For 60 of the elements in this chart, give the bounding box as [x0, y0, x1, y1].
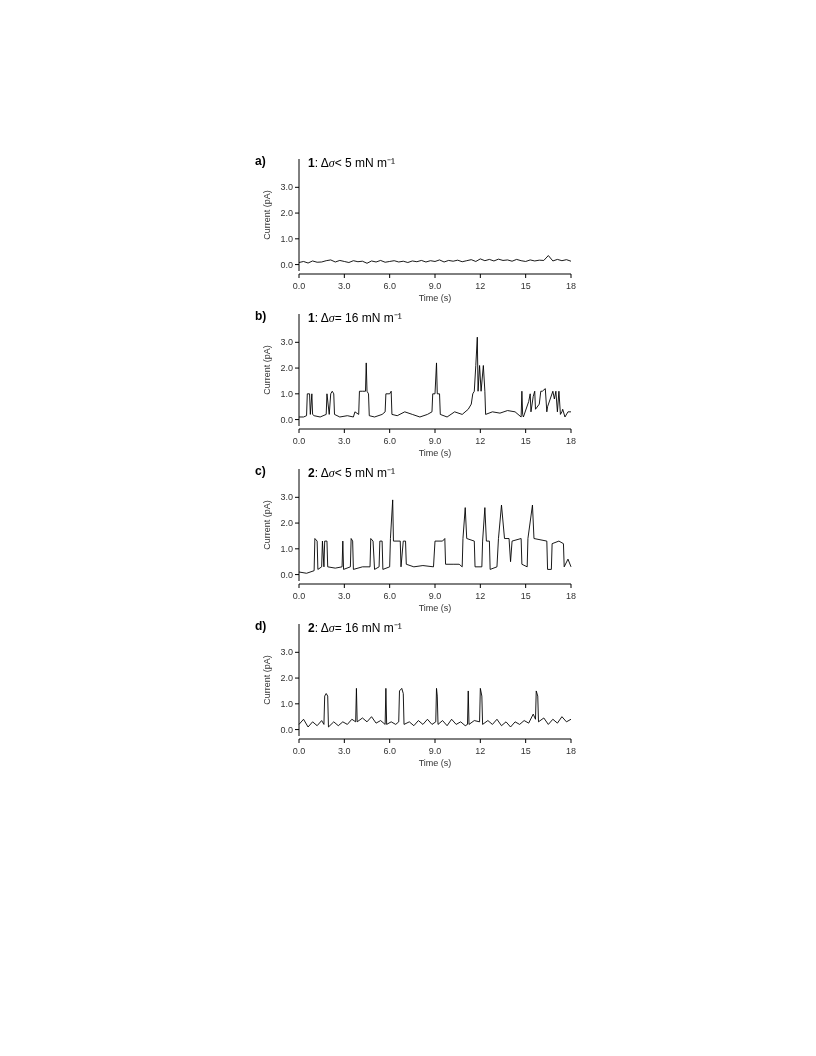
y-tick-label: 1.0	[280, 543, 293, 554]
x-tick-label: 9.0	[428, 746, 442, 756]
x-tick-label: 15	[520, 591, 531, 601]
x-tick-label: 12	[475, 746, 486, 756]
y-tick-label: 1.0	[280, 233, 293, 244]
text: d)	[255, 619, 267, 633]
y-axis-title: Current (pA)	[262, 190, 272, 240]
x-tick-label: 9.0	[428, 591, 442, 601]
x-tick-label: 6.0	[383, 436, 396, 446]
text: a)	[255, 154, 266, 168]
y-tick-label: 1.0	[280, 698, 293, 709]
x-axis-title: Time (s)	[418, 293, 452, 303]
x-tick-label: 15	[520, 746, 531, 756]
x-tick-label: 0.0	[292, 746, 306, 756]
x-tick-label: 0.0	[292, 436, 306, 446]
y-tick-label: 2.0	[280, 518, 293, 529]
x-tick-label: 0.0	[292, 591, 306, 601]
x-axis-title: Time (s)	[418, 758, 452, 768]
x-tick-label: 18	[565, 591, 577, 601]
y-tick-label: 0.0	[280, 414, 293, 425]
y-tick-label: 3.0	[280, 647, 293, 658]
y-tick-label: 3.0	[280, 337, 293, 348]
x-tick-label: 6.0	[383, 746, 396, 756]
x-tick-label: 3.0	[338, 746, 351, 756]
y-tick-label: 2.0	[280, 208, 293, 219]
x-tick-label: 15	[520, 281, 531, 291]
x-tick-label: 15	[520, 436, 531, 446]
x-tick-label: 12	[475, 591, 486, 601]
x-axis-title: Time (s)	[418, 448, 452, 458]
y-axis-title: Current (pA)	[262, 500, 272, 550]
x-tick-label: 12	[475, 281, 486, 291]
y-tick-label: 2.0	[280, 363, 293, 374]
y-tick-label: 0.0	[280, 259, 293, 270]
chart-title: 1: Δσ= 16 mN m⁻¹	[308, 311, 402, 325]
y-tick-label: 2.0	[280, 673, 293, 684]
x-tick-label: 6.0	[383, 591, 396, 601]
x-tick-label: 18	[565, 746, 577, 756]
y-tick-label: 3.0	[280, 492, 293, 503]
x-tick-label: 9.0	[428, 281, 442, 291]
y-axis-title: Current (pA)	[262, 655, 272, 705]
x-tick-label: 3.0	[338, 281, 351, 291]
y-tick-label: 0.0	[280, 724, 293, 735]
y-tick-label: 0.0	[280, 569, 293, 580]
x-axis-title: Time (s)	[418, 603, 452, 613]
chart-title: 2: Δσ= 16 mN m⁻¹	[308, 621, 402, 635]
x-tick-label: 18	[565, 281, 577, 291]
x-tick-label: 9.0	[428, 436, 442, 446]
text: c)	[255, 464, 266, 478]
chart-title: 2: Δσ< 5 mN m⁻¹	[308, 466, 395, 480]
x-tick-label: 12	[475, 436, 486, 446]
x-tick-label: 6.0	[383, 281, 396, 291]
y-tick-label: 1.0	[280, 388, 293, 399]
x-tick-label: 3.0	[338, 591, 351, 601]
y-axis-title: Current (pA)	[262, 345, 272, 395]
y-tick-label: 3.0	[280, 182, 293, 193]
x-tick-label: 3.0	[338, 436, 351, 446]
text: b)	[255, 309, 267, 323]
chart-title: 1: Δσ< 5 mN m⁻¹	[308, 156, 395, 170]
x-tick-label: 18	[565, 436, 577, 446]
x-tick-label: 0.0	[292, 281, 306, 291]
